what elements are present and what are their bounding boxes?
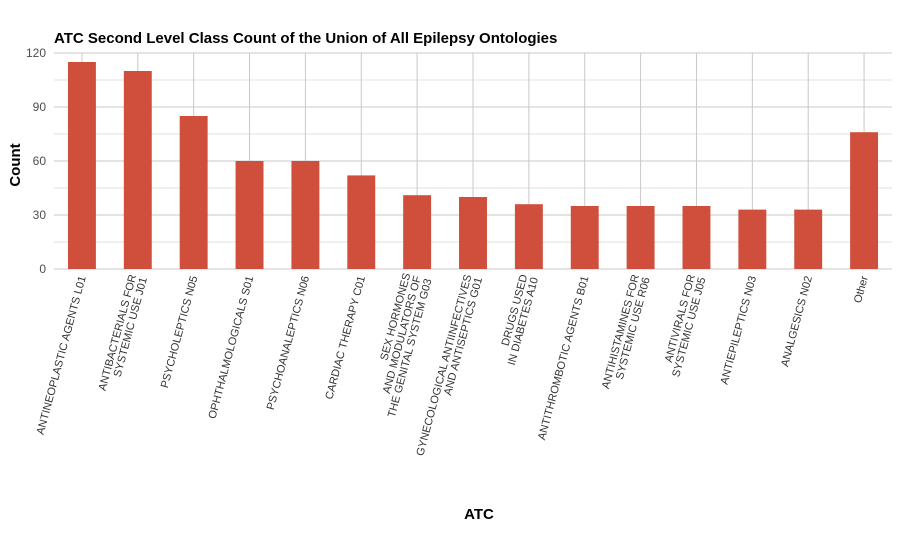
y-tick-label: 120 <box>26 46 46 60</box>
bar <box>67 62 96 269</box>
y-axis-title: Count <box>7 143 24 186</box>
x-tick-label: Other <box>852 274 871 304</box>
y-tick-label: 90 <box>33 100 47 114</box>
x-tick-label: ANALGESICS N02 <box>779 275 815 368</box>
x-tick-label-line: ANTIEPILEPTICS N03 <box>719 275 760 386</box>
x-axis-category-labels: ANTINEOPLASTIC AGENTS L01 ANTIBACTERIALS … <box>35 272 871 457</box>
bar <box>682 206 711 269</box>
x-tick-label-line: CARDIAC THERAPY C01 <box>323 275 368 401</box>
bar <box>347 175 376 269</box>
x-tick-label-line: PSYCHOANALEPTICS N06 <box>265 275 312 412</box>
x-tick-label-line: ANTINEOPLASTIC AGENTS L01 <box>35 275 89 436</box>
y-tick-label: 0 <box>39 262 46 276</box>
y-axis-ticks: 0 30 60 90 120 <box>26 46 46 276</box>
y-tick-label: 60 <box>33 154 47 168</box>
x-tick-label-line: ANTITHROMBOTIC AGENTS B01 <box>536 275 591 442</box>
x-tick-label-line: PSYCHOLEPTICS N05 <box>159 275 200 390</box>
x-tick-label: PSYCHOLEPTICS N05 <box>159 275 200 390</box>
x-tick-label-line: Other <box>852 274 871 304</box>
bar <box>291 161 320 269</box>
x-tick-label-line: ANALGESICS N02 <box>779 275 815 368</box>
x-tick-label-line: OPHTHALMOLOGICALS S01 <box>207 275 257 420</box>
x-axis-title: ATC <box>464 506 494 523</box>
bar <box>403 195 432 269</box>
bar <box>514 204 543 269</box>
bar <box>626 206 655 269</box>
bar <box>570 206 599 269</box>
x-tick-label: PSYCHOANALEPTICS N06 <box>265 275 312 412</box>
x-tick-label: CARDIAC THERAPY C01 <box>323 275 368 401</box>
bar <box>235 161 264 269</box>
bar <box>123 71 152 269</box>
chart-title: ATC Second Level Class Count of the Unio… <box>54 30 557 47</box>
x-tick-label: ANTITHROMBOTIC AGENTS B01 <box>536 275 591 442</box>
bar <box>738 209 767 269</box>
x-tick-label: ANTIEPILEPTICS N03 <box>719 275 760 386</box>
bar <box>459 197 487 269</box>
x-tick-label: ANTINEOPLASTIC AGENTS L01 <box>35 275 89 436</box>
bar <box>794 209 823 269</box>
y-tick-label: 30 <box>33 208 47 222</box>
bar <box>850 132 879 269</box>
bar <box>179 116 208 269</box>
x-tick-label: OPHTHALMOLOGICALS S01 <box>207 275 257 420</box>
bars <box>67 62 879 269</box>
